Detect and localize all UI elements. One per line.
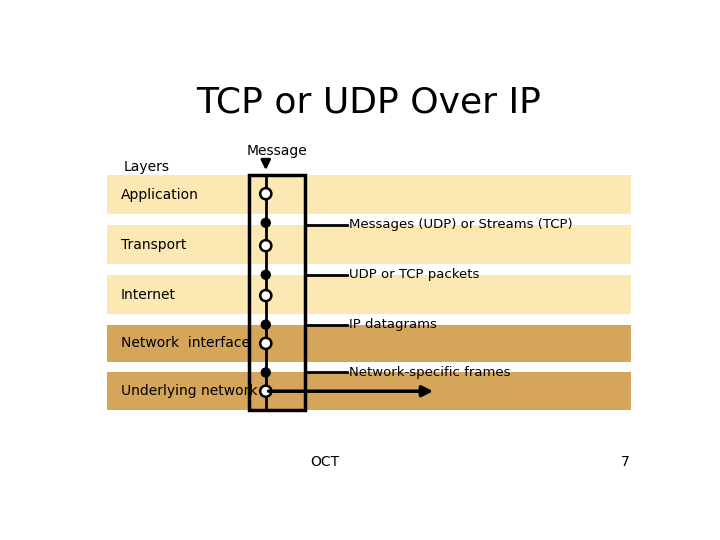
Ellipse shape — [260, 290, 271, 301]
Text: OCT: OCT — [310, 455, 339, 469]
Ellipse shape — [260, 338, 271, 349]
Ellipse shape — [261, 320, 270, 329]
Text: Message: Message — [246, 144, 307, 158]
Text: Messages (UDP) or Streams (TCP): Messages (UDP) or Streams (TCP) — [349, 218, 573, 231]
Bar — [107, 175, 631, 214]
Text: Network  interface: Network interface — [121, 336, 250, 350]
Text: Application: Application — [121, 188, 199, 202]
Text: IP datagrams: IP datagrams — [349, 318, 437, 331]
Ellipse shape — [261, 218, 270, 227]
Text: Layers: Layers — [124, 160, 169, 174]
Bar — [107, 275, 631, 314]
Bar — [249, 175, 305, 410]
Text: UDP or TCP packets: UDP or TCP packets — [349, 268, 480, 281]
Text: Internet: Internet — [121, 287, 176, 301]
Ellipse shape — [260, 188, 271, 199]
Text: Network-specific frames: Network-specific frames — [349, 366, 511, 379]
Ellipse shape — [260, 240, 271, 251]
Ellipse shape — [261, 271, 270, 279]
Bar — [107, 225, 631, 265]
Ellipse shape — [260, 386, 271, 397]
Text: Underlying network: Underlying network — [121, 384, 257, 398]
Text: 7: 7 — [621, 455, 630, 469]
Bar — [107, 373, 631, 410]
Bar — [107, 325, 631, 362]
Text: Transport: Transport — [121, 238, 186, 252]
Text: TCP or UDP Over IP: TCP or UDP Over IP — [197, 85, 541, 119]
Ellipse shape — [261, 368, 270, 377]
